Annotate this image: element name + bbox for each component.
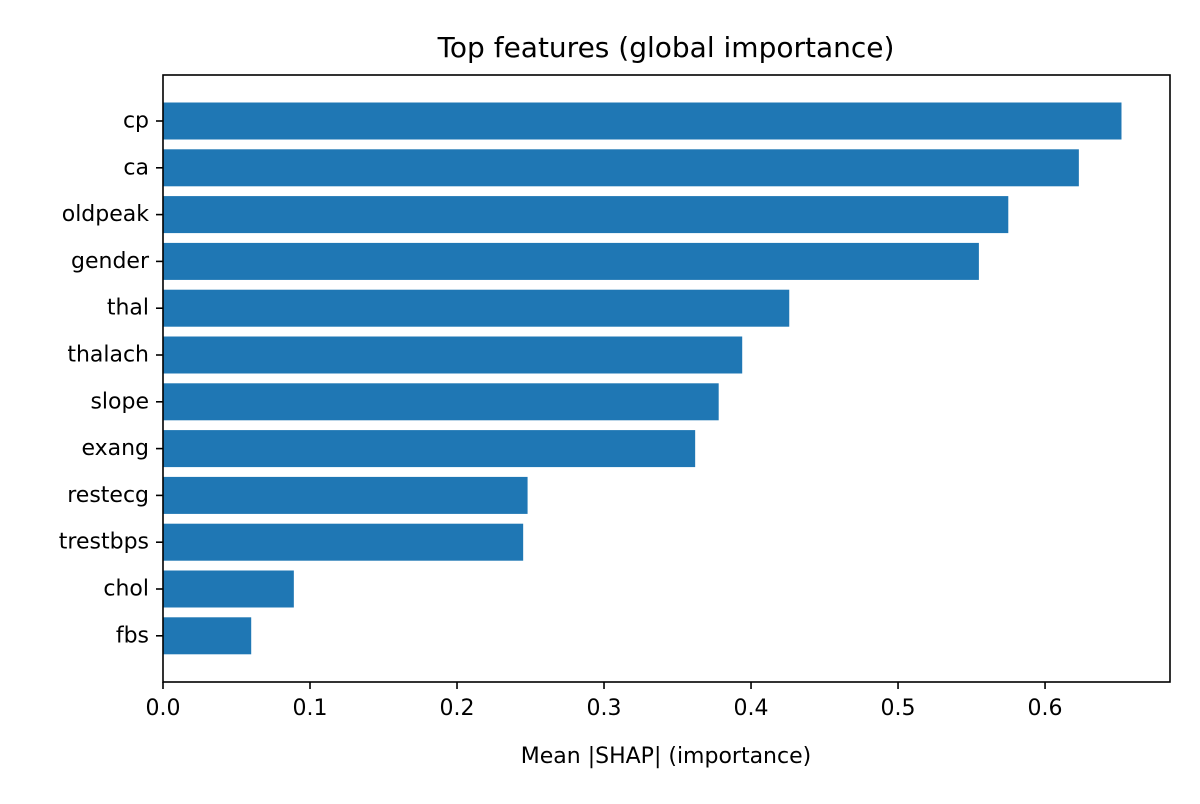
- y-tick-label: thal: [107, 296, 149, 321]
- x-tick-label: 0.0: [146, 696, 181, 721]
- x-tick-label: 0.6: [1028, 696, 1063, 721]
- bars-layer: [163, 102, 1122, 655]
- bar-oldpeak: [163, 196, 1009, 234]
- y-tick-label: oldpeak: [62, 202, 150, 227]
- bar-exang: [163, 430, 696, 468]
- x-tick-label: 0.3: [587, 696, 622, 721]
- y-tick-label: restecg: [67, 483, 149, 508]
- chart-title: Top features (global importance): [437, 31, 895, 64]
- y-tick-label: fbs: [116, 623, 149, 648]
- x-tick-label: 0.4: [734, 696, 769, 721]
- x-tick-label: 0.2: [440, 696, 475, 721]
- bar-trestbps: [163, 523, 524, 561]
- x-axis: 0.0 0.1 0.2 0.3 0.4 0.5 0.6: [146, 682, 1063, 721]
- x-tick-label: 0.1: [293, 696, 328, 721]
- bar-thal: [163, 289, 790, 327]
- y-tick-label: cp: [123, 109, 149, 134]
- y-tick-label: exang: [81, 436, 149, 461]
- y-tick-label: gender: [71, 249, 150, 274]
- y-tick-label: ca: [123, 155, 149, 180]
- bar-chol: [163, 570, 294, 608]
- bar-ca: [163, 149, 1079, 187]
- bar-gender: [163, 242, 979, 280]
- bar-restecg: [163, 476, 528, 514]
- bar-fbs: [163, 617, 252, 655]
- x-axis-label: Mean |SHAP| (importance): [521, 744, 811, 769]
- plot-frame: [162, 74, 1171, 683]
- x-tick-label: 0.5: [881, 696, 916, 721]
- y-tick-label: slope: [90, 389, 149, 414]
- y-axis: cp ca oldpeak gender thal thalach slope exang re…: [59, 109, 163, 648]
- bar-slope: [163, 383, 719, 421]
- y-tick-label: trestbps: [59, 530, 149, 555]
- bar-cp: [163, 102, 1122, 140]
- y-tick-label: chol: [103, 577, 149, 602]
- y-tick-label: thalach: [67, 343, 149, 368]
- bar-thalach: [163, 336, 743, 374]
